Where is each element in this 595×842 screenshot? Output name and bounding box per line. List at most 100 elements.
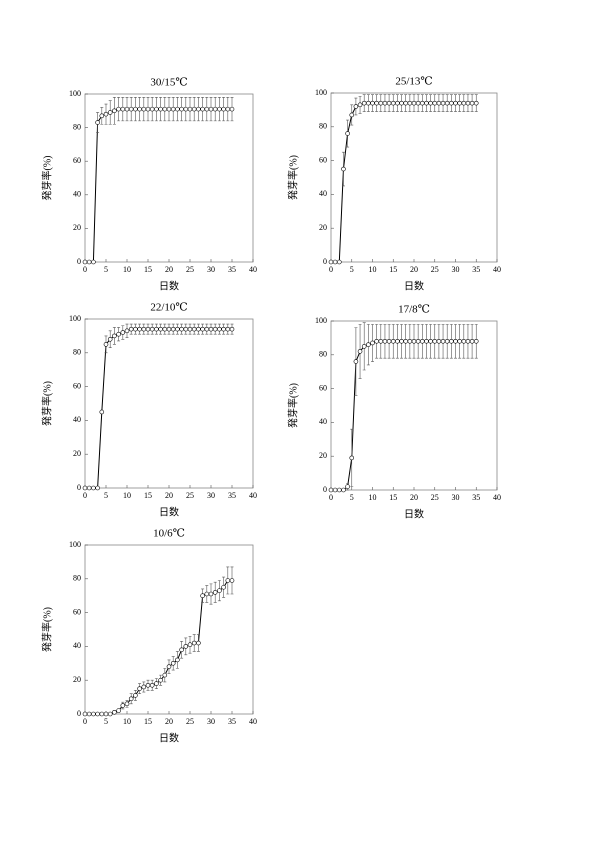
- y-tick-label: 100: [69, 540, 81, 549]
- data-point: [91, 259, 96, 265]
- data-point: [170, 326, 176, 332]
- x-tick-label: 35: [228, 265, 236, 274]
- x-tick-label: 20: [165, 491, 173, 500]
- data-point: [225, 106, 231, 112]
- chart: 22/10℃ 0 5 10 15 20 25 30 35 40 0 20 40 60 80 100 日数 発芽率(…: [40, 302, 257, 519]
- x-tick-label: 30: [207, 491, 215, 500]
- data-point: [95, 120, 100, 125]
- data-point: [204, 326, 210, 332]
- chart: 30/15℃ 0 5 10 15 20 25 30 35 40 0 20 40 60 80 100 日数 発芽率(…: [40, 77, 257, 293]
- data-point: [382, 100, 388, 106]
- x-tick-label: 40: [249, 491, 257, 500]
- data-point: [166, 106, 172, 112]
- data-line: [331, 340, 477, 491]
- data-point: [170, 660, 176, 666]
- y-tick-label: 40: [319, 189, 327, 198]
- data-point: [133, 693, 138, 698]
- x-tick-label: 15: [144, 717, 152, 726]
- y-tick-label: 40: [73, 190, 81, 199]
- data-point: [145, 326, 151, 332]
- x-tick-label: 10: [369, 265, 377, 274]
- data-point: [128, 696, 134, 702]
- y-tick-label: 20: [73, 675, 81, 684]
- data-point: [419, 338, 425, 344]
- data-point: [353, 359, 359, 364]
- data-point: [145, 682, 151, 688]
- x-tick-label: 30: [452, 493, 460, 502]
- x-tick-label: 20: [165, 717, 173, 726]
- data-point: [196, 326, 201, 332]
- data-point: [86, 259, 92, 265]
- y-tick-label: 20: [319, 223, 327, 232]
- data-point: [128, 326, 134, 332]
- data-point: [145, 106, 151, 112]
- y-tick-label: 40: [73, 641, 81, 650]
- x-tick-label: 15: [144, 265, 152, 274]
- data-point: [200, 593, 205, 599]
- data-point: [133, 106, 138, 112]
- data-point: [112, 710, 117, 715]
- data-point: [428, 338, 433, 344]
- x-tick-label: 25: [186, 265, 194, 274]
- data-point: [137, 106, 142, 112]
- data-point: [382, 338, 388, 344]
- data-point: [95, 485, 100, 491]
- data-point: [225, 326, 231, 332]
- x-tick-label: 15: [144, 491, 152, 500]
- data-point: [196, 106, 201, 112]
- data-point: [366, 100, 371, 106]
- x-tick-label: 35: [472, 265, 480, 274]
- data-point: [200, 326, 205, 332]
- y-axis-label: 発芽率(%): [40, 381, 53, 426]
- plot-frame: [330, 92, 498, 263]
- data-point: [187, 642, 193, 648]
- data-point: [415, 100, 421, 106]
- y-tick-label: 100: [315, 316, 327, 325]
- data-point: [154, 106, 159, 112]
- data-point: [154, 681, 159, 686]
- data-point: [120, 703, 126, 708]
- data-point: [86, 711, 92, 717]
- data-point: [411, 100, 417, 106]
- x-tick-label: 5: [104, 265, 108, 274]
- data-point: [208, 106, 214, 112]
- data-point: [191, 640, 197, 646]
- data-point: [212, 326, 218, 332]
- data-point: [183, 326, 189, 332]
- data-point: [370, 100, 375, 106]
- data-point: [82, 485, 88, 491]
- data-point: [432, 338, 438, 344]
- x-tick-label: 40: [249, 265, 257, 274]
- data-point: [212, 106, 218, 112]
- data-line: [85, 108, 232, 263]
- data-point: [112, 108, 117, 114]
- data-point: [336, 487, 342, 493]
- data-point: [99, 113, 105, 119]
- chart-title: 22/10℃: [150, 302, 187, 314]
- data-point: [191, 106, 197, 112]
- data-point: [361, 100, 367, 106]
- data-point: [395, 100, 400, 106]
- chart: 17/8℃ 0 5 10 15 20 25 30 35 40 0 20 40 60 80 100 日数 発芽率(%…: [286, 304, 501, 521]
- data-point: [175, 657, 180, 663]
- y-tick-label: 20: [73, 449, 81, 458]
- x-tick-label: 40: [249, 717, 257, 726]
- x-tick-label: 0: [329, 493, 333, 502]
- data-line: [331, 102, 477, 263]
- chart-title: 25/13℃: [395, 76, 432, 88]
- data-point: [221, 326, 226, 332]
- chart-title: 30/15℃: [150, 77, 187, 89]
- y-tick-label: 80: [73, 348, 81, 357]
- y-tick-label: 40: [73, 415, 81, 424]
- data-point: [461, 338, 467, 344]
- data-point: [103, 111, 109, 117]
- y-tick-label: 60: [73, 381, 81, 390]
- data-point: [345, 484, 350, 489]
- chart-title: 10/6℃: [153, 528, 185, 540]
- data-point: [99, 711, 105, 717]
- data-point: [349, 112, 355, 118]
- data-point: [440, 338, 446, 344]
- data-line: [85, 579, 232, 715]
- data-point: [120, 106, 126, 112]
